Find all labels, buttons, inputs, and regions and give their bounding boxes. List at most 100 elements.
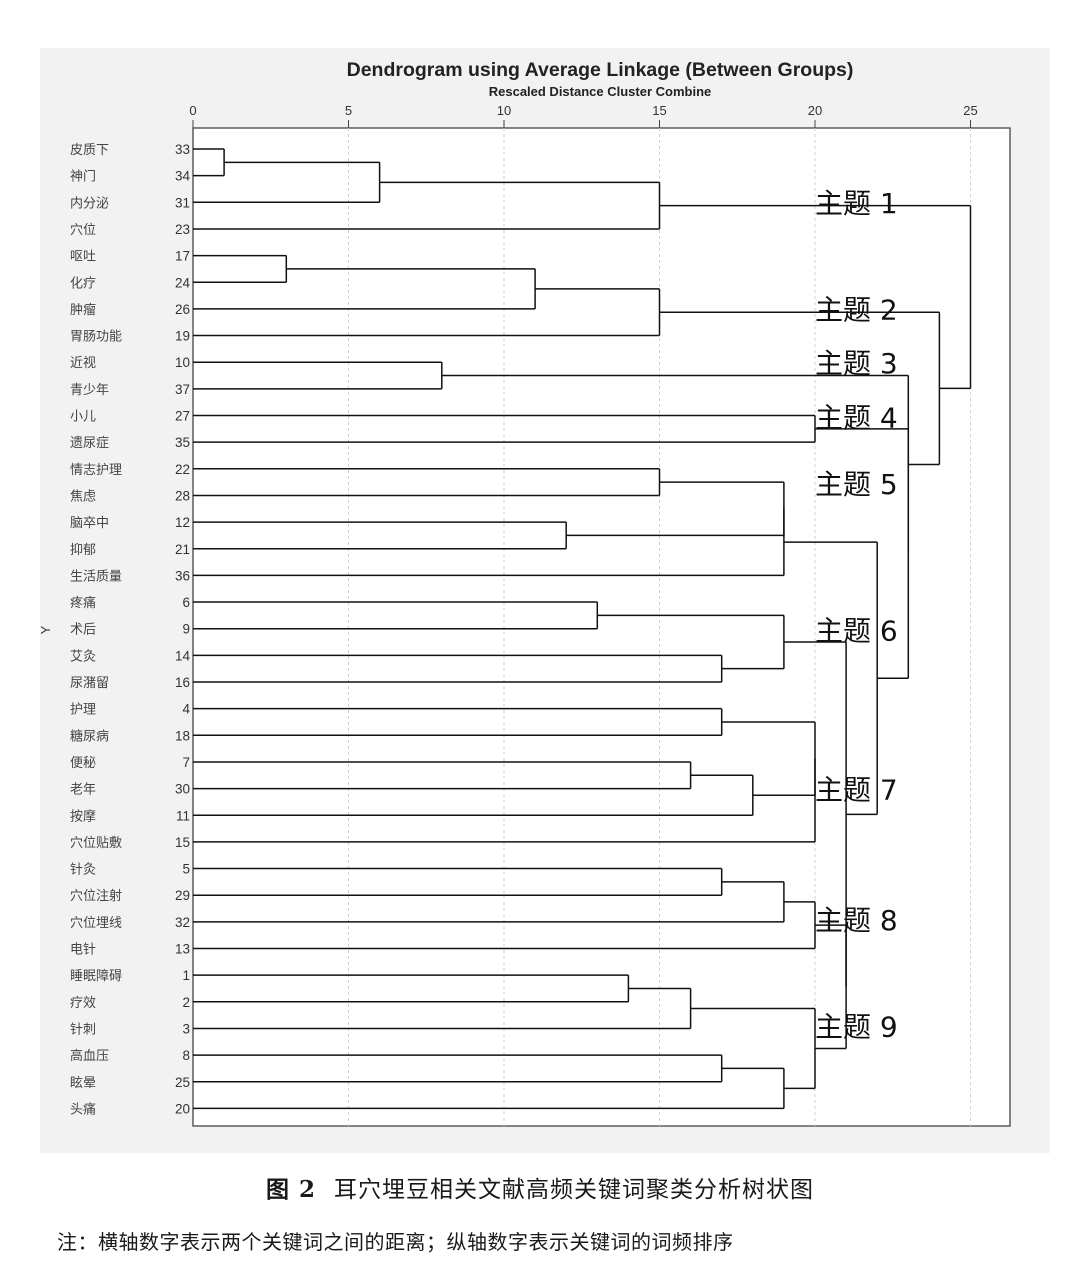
leaf-id: 26 — [175, 302, 190, 317]
leaf-id: 9 — [182, 622, 190, 637]
leaf-label: 遗尿症 — [70, 436, 109, 451]
leaf-id: 23 — [175, 222, 190, 237]
leaf-label: 内分泌 — [70, 195, 109, 211]
leaf-label: 疼痛 — [70, 595, 96, 611]
leaf-id: 28 — [175, 488, 190, 503]
leaf-label: 脑卒中 — [70, 516, 109, 531]
figure-caption: 图 2 耳穴埋豆相关文献高频关键词聚类分析树状图 — [0, 1170, 1080, 1204]
leaf-label: 糖尿病 — [70, 728, 109, 744]
topic-label: 主题 9 — [815, 1010, 898, 1043]
topic-label: 主题 1 — [815, 187, 898, 220]
leaf-id: 32 — [175, 915, 190, 930]
leaf-label: 睡眠障碍 — [70, 969, 122, 984]
leaf-label: 按摩 — [70, 808, 96, 824]
leaf-label: 术后 — [70, 623, 96, 638]
leaf-label: 护理 — [70, 703, 96, 718]
x-tick-label: 10 — [497, 103, 511, 118]
leaf-id: 10 — [175, 355, 190, 370]
leaf-id: 2 — [182, 995, 190, 1010]
leaf-id: 25 — [175, 1075, 190, 1090]
leaf-label: 穴位贴敷 — [70, 836, 122, 851]
leaf-id: 8 — [182, 1048, 190, 1063]
topic-label: 主题 3 — [815, 347, 898, 380]
leaf-id: 29 — [175, 888, 190, 903]
leaf-label: 便秘 — [70, 756, 96, 771]
x-tick-label: 5 — [345, 103, 352, 118]
leaf-id: 19 — [175, 329, 190, 344]
leaf-id: 34 — [175, 169, 191, 184]
leaf-label: 针灸 — [70, 863, 96, 878]
topic-label: 主题 8 — [815, 904, 898, 937]
leaf-id: 27 — [175, 409, 190, 424]
leaf-label: 焦虑 — [70, 489, 96, 504]
grid-lines — [348, 128, 971, 1126]
leaf-label: 青少年 — [70, 383, 109, 398]
figure-caption-text: 耳穴埋豆相关文献高频关键词聚类分析树状图 — [334, 1177, 814, 1203]
leaf-label: 皮质下 — [70, 143, 109, 158]
leaf-label: 生活质量 — [70, 569, 122, 584]
leaf-id: 12 — [175, 515, 190, 530]
leaf-label: 艾灸 — [70, 649, 96, 664]
leaf-label: 眩晕 — [70, 1075, 96, 1091]
topic-label: 主题 7 — [815, 773, 898, 806]
leaf-id: 21 — [175, 542, 190, 557]
leaf-label: 抑郁 — [70, 543, 96, 558]
leaf-id: 31 — [175, 195, 190, 210]
leaf-label: 神门 — [70, 170, 96, 185]
leaf-id: 17 — [175, 249, 190, 264]
leaf-id: 22 — [175, 462, 190, 477]
leaf-label: 情志护理 — [70, 463, 122, 478]
leaf-label: 穴位 — [70, 223, 96, 238]
x-axis-ticks: 0 5 10 15 20 25 — [189, 103, 978, 128]
leaf-label: 近视 — [70, 356, 96, 371]
figure-number: 图 2 — [265, 1176, 316, 1203]
leaf-label: 肿瘤 — [70, 302, 96, 318]
leaf-label: 高血压 — [70, 1048, 109, 1064]
leaf-label: 化疗 — [70, 276, 96, 291]
leaf-label: 胃肠功能 — [70, 330, 122, 345]
leaf-id: 37 — [175, 382, 190, 397]
dendrogram-branches — [193, 148, 972, 1110]
leaf-id: 6 — [182, 595, 190, 610]
leaf-id: 5 — [182, 862, 190, 877]
leaf-label: 头痛 — [70, 1101, 96, 1117]
chart-subtitle: Rescaled Distance Cluster Combine — [489, 84, 712, 99]
leaf-id: 4 — [182, 702, 190, 717]
topic-label: 主题 5 — [815, 468, 898, 501]
leaf-id: 1 — [182, 968, 190, 983]
leaf-id: 18 — [175, 728, 190, 743]
leaf-id: 20 — [175, 1101, 190, 1116]
chart-title: Dendrogram using Average Linkage (Betwee… — [347, 59, 854, 81]
leaf-id: 36 — [175, 568, 190, 583]
x-tick-label: 0 — [189, 103, 196, 118]
figure-note: 注：横轴数字表示两个关键词之间的距离；纵轴数字表示关键词的词频排序 — [57, 1230, 734, 1254]
leaf-label: 老年 — [70, 783, 96, 798]
leaf-id: 16 — [175, 675, 190, 690]
leaf-id: 13 — [175, 942, 190, 957]
leaf-id: 11 — [176, 808, 190, 823]
leaf-label: 小儿 — [70, 410, 96, 425]
x-tick-label: 20 — [808, 103, 822, 118]
leaf-label: 疗效 — [70, 996, 96, 1011]
leaf-label: 电针 — [70, 943, 96, 958]
leaf-label: 穴位注射 — [70, 888, 122, 904]
topic-annotations: 主题 1 主题 2 主题 3 主题 4 主题 5 主题 6 主题 7 主题 8 主题 9 — [815, 187, 898, 1043]
leaf-id: 15 — [175, 835, 190, 850]
x-tick-label: 25 — [963, 103, 977, 118]
leaf-label: 尿潴留 — [70, 676, 109, 691]
leaf-id: 24 — [175, 275, 191, 290]
leaf-label: 穴位埋线 — [70, 916, 122, 931]
leaf-id: 3 — [182, 1021, 190, 1036]
leaf-label: 呕吐 — [70, 250, 96, 265]
leaf-id: 14 — [175, 648, 191, 663]
leaf-id: 30 — [175, 782, 190, 797]
dendrogram-chart: Dendrogram using Average Linkage (Betwee… — [38, 59, 1011, 1127]
topic-label: 主题 4 — [815, 402, 898, 435]
leaf-label: 针刺 — [70, 1022, 96, 1037]
leaf-id: 7 — [182, 755, 190, 770]
topic-label: 主题 2 — [815, 294, 898, 327]
plot-area — [192, 127, 1011, 1127]
leaf-id: 33 — [175, 142, 190, 157]
x-tick-label: 15 — [652, 103, 666, 118]
